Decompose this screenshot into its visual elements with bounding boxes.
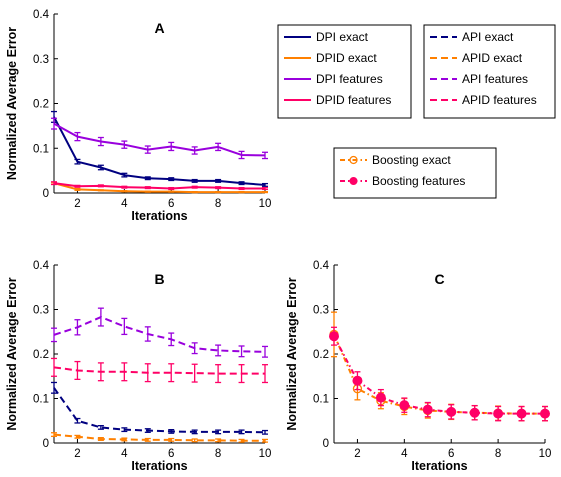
data-point: [469, 407, 480, 418]
legend-box: [333, 147, 497, 199]
series-dpi-features: [51, 117, 268, 160]
y-tick-label: 0.3: [33, 305, 49, 317]
legend-2: API exact APID exact API features APID feat…: [423, 24, 556, 119]
data-point: [375, 392, 386, 403]
y-axis-label: Normalized Average Error: [5, 27, 19, 180]
series-line: [53, 387, 266, 434]
legend-1: DPI exact DPID exact DPI features DPID feat…: [277, 24, 412, 119]
series-api-features: [51, 307, 268, 358]
x-tick-label: 10: [259, 448, 272, 460]
series-line: [53, 182, 265, 190]
legend-label: Boosting features: [372, 174, 465, 188]
series-line: [333, 334, 545, 415]
y-tick-label: 0.2: [33, 99, 49, 111]
data-point: [422, 404, 433, 415]
x-tick-label: 6: [168, 448, 174, 460]
data-point: [493, 408, 504, 419]
series-line: [53, 116, 266, 186]
x-tick-label: 8: [215, 198, 221, 210]
legend-label: DPI exact: [316, 30, 369, 44]
series-line: [53, 122, 266, 157]
legend-box: [277, 24, 412, 119]
legend-marker: [349, 177, 358, 185]
panel-title: B: [154, 271, 164, 287]
legend-entry: API features: [430, 72, 528, 86]
x-tick-label: 6: [448, 448, 454, 460]
legend-entry: DPID exact: [284, 51, 377, 65]
y-tick-label: 0.4: [313, 260, 330, 272]
series-boosting-exact: [329, 311, 550, 422]
y-tick-label: 0.3: [313, 305, 329, 317]
y-tick-label: 0: [323, 438, 329, 450]
panel-title: A: [154, 20, 164, 36]
series-line: [53, 433, 265, 442]
panel-c: 0 0.1 0.2 0.3 0.4 2 4 6 8 10 Iterations Normalized …: [285, 260, 551, 473]
panel-b: 0 0.1 0.2 0.3 0.4 2 4 6 8 10 Iterations Normalized …: [5, 260, 271, 473]
legend-entry: APID features: [430, 93, 537, 107]
legend-label: DPI features: [316, 72, 383, 86]
y-tick-label: 0: [43, 188, 49, 200]
legend-entry: Boosting features: [340, 174, 465, 188]
x-axis-label: Iterations: [131, 209, 187, 223]
legend-label: APID exact: [462, 51, 523, 65]
data-point: [540, 408, 550, 419]
x-tick-label: 8: [495, 448, 501, 460]
panel-a: 0 0.1 0.2 0.3 0.4 2 4 6 8 10 Iterations Normalized …: [5, 9, 271, 223]
legend-label: DPID exact: [316, 51, 377, 65]
y-tick-label: 0.2: [313, 349, 329, 361]
x-axis-label: Iterations: [131, 459, 187, 473]
series-apid-features: [51, 357, 268, 384]
data-point: [399, 400, 410, 411]
data-point: [329, 331, 339, 342]
x-tick-label: 4: [401, 448, 408, 460]
y-tick-label: 0.1: [33, 143, 49, 155]
panel-title: C: [434, 271, 444, 287]
x-tick-label: 4: [121, 448, 128, 460]
series-api-exact: [51, 381, 268, 435]
legend-entry: Boosting exact: [340, 153, 451, 167]
legend-label: APID features: [462, 93, 537, 107]
legend-entry: DPID features: [284, 93, 391, 107]
x-tick-label: 2: [74, 448, 80, 460]
x-tick-label: 2: [354, 448, 360, 460]
legend-marker: [349, 155, 358, 165]
data-point: [516, 408, 527, 419]
legend-label: DPID features: [316, 93, 391, 107]
y-tick-label: 0.1: [33, 394, 49, 406]
legend-entry: DPI features: [284, 72, 383, 86]
series-line: [53, 366, 265, 375]
legend-label: API exact: [462, 30, 514, 44]
x-tick-label: 10: [539, 448, 552, 460]
y-tick-label: 0.4: [33, 260, 50, 272]
x-axis-label: Iterations: [411, 459, 467, 473]
x-tick-label: 6: [168, 198, 174, 210]
x-tick-label: 10: [259, 198, 272, 210]
legend-box: [423, 24, 556, 119]
y-tick-label: 0: [43, 438, 49, 450]
legend-3: Boosting exact Boosting features: [333, 147, 497, 199]
series-boosting-features: [329, 326, 550, 422]
y-axis-label: Normalized Average Error: [5, 277, 19, 430]
x-tick-label: 2: [74, 198, 80, 210]
x-tick-label: 4: [121, 198, 128, 210]
y-tick-label: 0.3: [33, 54, 49, 66]
series-line: [53, 182, 265, 194]
data-point: [446, 406, 457, 417]
legend-label: Boosting exact: [372, 153, 451, 167]
legend-entry: DPI exact: [284, 30, 369, 44]
legend-entry: APID exact: [430, 51, 523, 65]
series-line: [333, 335, 545, 415]
y-axis-label: Normalized Average Error: [285, 277, 299, 430]
x-tick-label: 8: [215, 448, 221, 460]
legend-entry: API exact: [430, 30, 514, 44]
data-point: [352, 375, 363, 386]
series-line: [53, 316, 266, 353]
y-tick-label: 0.2: [33, 349, 49, 361]
legend-label: API features: [462, 72, 528, 86]
y-tick-label: 0.1: [313, 394, 329, 406]
y-tick-label: 0.4: [33, 9, 50, 21]
series-dpid-features: [51, 181, 268, 191]
series-apid-exact: [51, 432, 268, 443]
